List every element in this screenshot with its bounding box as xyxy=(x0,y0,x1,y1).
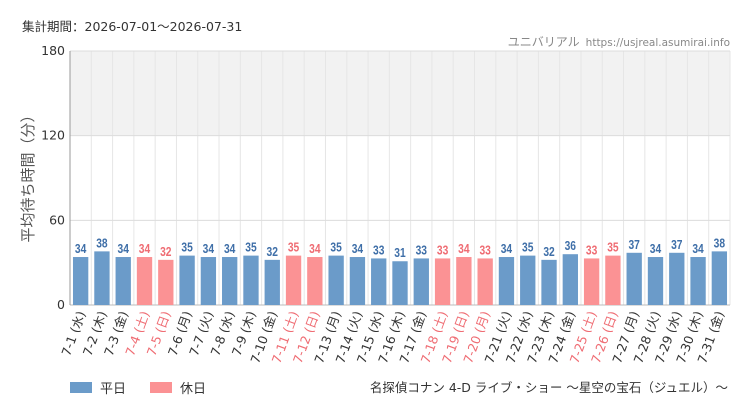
legend-swatch-weekday xyxy=(70,382,92,393)
data-label: 34 xyxy=(224,243,236,256)
bar xyxy=(626,252,642,305)
bar xyxy=(179,255,195,305)
data-label: 35 xyxy=(288,242,300,255)
bar xyxy=(498,257,515,305)
bar xyxy=(94,251,110,305)
bar xyxy=(690,257,706,305)
data-label: 33 xyxy=(373,245,384,258)
bar xyxy=(115,257,131,305)
bar xyxy=(264,259,280,305)
data-label: 32 xyxy=(267,246,278,259)
legend: 平日 休日 xyxy=(70,378,230,397)
data-label: 34 xyxy=(458,243,470,256)
bar xyxy=(669,252,685,305)
chart-band xyxy=(70,51,730,136)
bar xyxy=(200,257,217,305)
data-label: 37 xyxy=(671,239,682,252)
bar xyxy=(392,261,408,305)
bar xyxy=(136,257,153,305)
data-label: 32 xyxy=(543,246,554,259)
data-label: 33 xyxy=(586,245,597,258)
data-label: 35 xyxy=(522,242,534,255)
bar xyxy=(562,254,578,305)
data-label: 38 xyxy=(96,238,107,251)
bar xyxy=(541,259,557,305)
bar xyxy=(520,255,536,305)
bar xyxy=(413,258,429,305)
bar xyxy=(285,255,302,305)
bar xyxy=(456,257,472,305)
y-tick-label: 60 xyxy=(49,212,65,227)
data-label: 34 xyxy=(352,243,364,256)
bar xyxy=(711,251,728,305)
period-label: 集計期間：2026-07-01〜2026-07-31 xyxy=(22,19,243,34)
bar xyxy=(434,258,451,305)
data-label: 35 xyxy=(181,242,193,255)
data-label: 35 xyxy=(330,242,342,255)
legend-item-holiday: 休日 xyxy=(150,378,206,397)
bar xyxy=(158,259,174,305)
site-name: ユニバリアル xyxy=(507,35,580,49)
data-label: 35 xyxy=(607,242,619,255)
data-label: 34 xyxy=(501,243,513,256)
data-label: 32 xyxy=(160,246,171,259)
data-label: 34 xyxy=(203,243,215,256)
bar xyxy=(243,255,259,305)
data-label: 34 xyxy=(118,243,130,256)
data-label: 34 xyxy=(309,243,321,256)
y-tick-label: 0 xyxy=(57,297,65,312)
bar xyxy=(371,258,387,305)
y-tick-label: 120 xyxy=(41,128,65,143)
bar xyxy=(647,257,664,305)
data-label: 33 xyxy=(479,245,490,258)
legend-label-holiday: 休日 xyxy=(180,382,207,397)
site-url[interactable]: https://usjreal.asumirai.info xyxy=(585,37,730,49)
y-axis-title: 平均待ち時間（分） xyxy=(19,107,37,242)
bar xyxy=(583,258,600,305)
bar xyxy=(605,255,621,305)
data-label: 34 xyxy=(692,243,704,256)
data-label: 33 xyxy=(437,245,448,258)
site-credit: ユニバリアル https://usjreal.asumirai.info xyxy=(508,33,730,50)
data-label: 34 xyxy=(75,243,87,256)
bar xyxy=(328,255,344,305)
data-label: 38 xyxy=(714,238,725,251)
data-label: 37 xyxy=(628,239,639,252)
data-label: 35 xyxy=(245,242,257,255)
bar xyxy=(307,257,323,305)
bar xyxy=(477,258,493,305)
attraction-name: 名探偵コナン 4-D ライブ・ショー 〜星空の宝石（ジュエル）〜 xyxy=(369,380,728,395)
bar xyxy=(72,257,89,305)
data-label: 36 xyxy=(565,240,576,253)
data-label: 34 xyxy=(650,243,662,256)
legend-item-weekday: 平日 xyxy=(70,378,126,397)
bar xyxy=(349,257,366,305)
bar xyxy=(222,257,238,305)
data-label: 31 xyxy=(394,247,406,260)
legend-label-weekday: 平日 xyxy=(100,382,127,397)
legend-swatch-holiday xyxy=(150,382,173,393)
data-label: 33 xyxy=(416,245,427,258)
y-tick-label: 180 xyxy=(41,43,65,58)
data-label: 34 xyxy=(139,243,151,256)
